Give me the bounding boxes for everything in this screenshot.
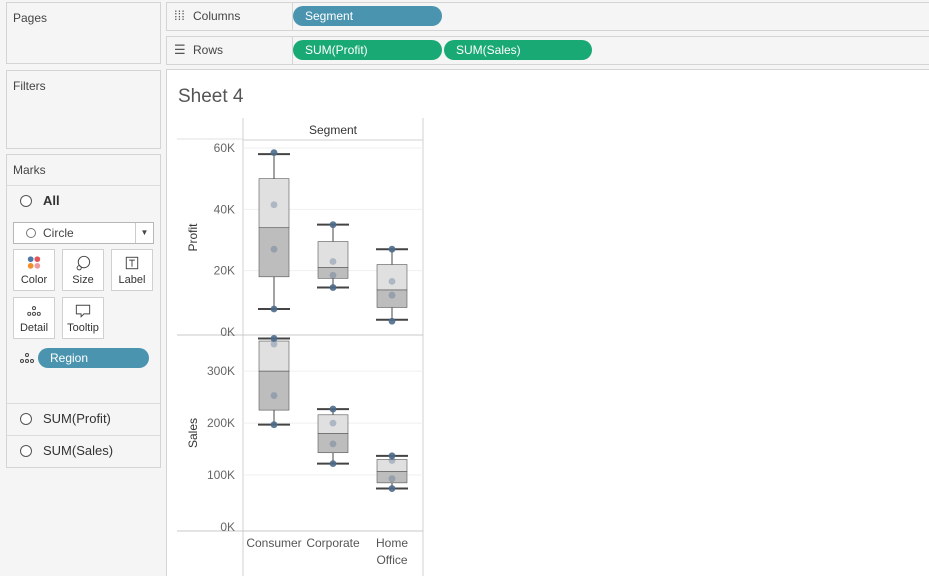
detail-button[interactable]: Detail	[13, 297, 55, 339]
marks-all-row[interactable]: All	[7, 185, 160, 217]
box-lower-half	[258, 227, 290, 278]
box-lower-half	[317, 267, 349, 279]
x-tick-label: Home	[376, 536, 408, 550]
y-axis-title: Profit	[186, 223, 200, 252]
filters-card-title: Filters	[13, 79, 46, 93]
y-tick-label: 40K	[214, 202, 235, 216]
label-button-label: Label	[118, 274, 146, 286]
size-icon	[76, 255, 91, 271]
box-lower-half	[376, 289, 408, 308]
y-tick-label: 0K	[220, 520, 235, 534]
data-point	[388, 485, 396, 492]
label-icon	[125, 256, 139, 270]
data-point	[329, 405, 337, 413]
sheet-title: Sheet 4	[178, 86, 244, 107]
y-tick-label: 100K	[207, 468, 235, 482]
rows-shelf-divider	[292, 37, 293, 64]
label-button[interactable]: Label	[111, 249, 153, 291]
data-point	[388, 457, 396, 464]
size-button[interactable]: Size	[62, 249, 104, 291]
data-point	[270, 340, 278, 348]
pages-card-title: Pages	[13, 11, 48, 25]
marks-all-label: All	[43, 193, 60, 208]
color-button-label: Color	[20, 274, 48, 286]
box-lower-half	[376, 471, 408, 484]
data-point	[388, 452, 396, 460]
box-lower-half	[317, 433, 349, 454]
tooltip-button[interactable]: Tooltip	[62, 297, 104, 339]
detail-button-label: Detail	[19, 322, 49, 334]
data-point	[388, 317, 396, 325]
rows-shelf-label: Rows	[193, 43, 224, 57]
boxplot-chart[interactable]: Segment 0K 20K 40K 60K Profit 0K 100K 200K 300K Sa…	[167, 70, 929, 576]
data-point	[388, 278, 396, 285]
box-lower-half	[258, 370, 290, 411]
region-detail-pill[interactable]: Region	[38, 348, 149, 368]
color-icon	[27, 256, 41, 269]
marks-card: Marks All Circle ▼ Color Size Label D	[6, 154, 161, 468]
detail-icon	[27, 306, 41, 316]
box-upper-half	[258, 178, 290, 229]
tooltip-icon	[75, 304, 91, 318]
y-axis-title: Sales	[186, 418, 200, 448]
rows-icon: ☰	[174, 42, 186, 57]
data-point	[388, 475, 396, 483]
marks-profit-label: SUM(Profit)	[43, 411, 111, 426]
data-point	[388, 291, 396, 299]
size-button-label: Size	[72, 274, 94, 286]
data-point	[329, 258, 337, 265]
mark-type-label: Circle	[43, 226, 74, 240]
data-point	[270, 245, 278, 253]
box-upper-half	[258, 340, 290, 372]
color-button[interactable]: Color	[13, 249, 55, 291]
data-point	[270, 392, 278, 399]
box-upper-half	[317, 241, 349, 268]
rows-shelf[interactable]: ☰ Rows SUM(Profit) SUM(Sales)	[166, 36, 929, 65]
tooltip-button-label: Tooltip	[67, 322, 99, 334]
data-point	[329, 460, 337, 468]
detail-field-icon	[20, 353, 34, 363]
y-tick-label: 20K	[214, 264, 235, 278]
segment-column-pill[interactable]: Segment	[293, 6, 442, 26]
worksheet-canvas[interactable]: Sheet 4 Segment 0K 20K 40K 60K Profit 0K 100K 20…	[166, 69, 929, 576]
data-point	[388, 245, 396, 253]
marks-card-title: Marks	[13, 163, 46, 177]
data-point	[329, 440, 337, 448]
filters-card[interactable]: Filters	[6, 70, 161, 149]
box-upper-half	[376, 264, 408, 291]
columns-shelf-label: Columns	[193, 9, 241, 23]
x-tick-label: Corporate	[306, 536, 360, 550]
x-tick-label: Office	[376, 553, 407, 567]
columns-shelf-divider	[292, 3, 293, 30]
marks-sales-radio-icon[interactable]	[20, 445, 32, 457]
marks-profit-row[interactable]: SUM(Profit)	[7, 403, 160, 435]
data-point	[329, 271, 337, 279]
mark-type-dropdown[interactable]: Circle ▼	[13, 222, 154, 244]
y-tick-label: 0K	[220, 325, 235, 339]
data-point	[270, 201, 278, 209]
column-header-segment: Segment	[309, 123, 358, 137]
data-point	[270, 149, 278, 156]
data-point	[270, 335, 278, 342]
data-point	[329, 221, 337, 229]
marks-sales-row[interactable]: SUM(Sales)	[7, 435, 160, 467]
marks-all-radio-icon[interactable]	[20, 195, 32, 207]
columns-icon: ⁞⁞⁞	[174, 8, 185, 23]
pages-card[interactable]: Pages	[6, 2, 161, 64]
sales-row-pill[interactable]: SUM(Sales)	[444, 40, 592, 60]
data-point	[329, 419, 337, 427]
data-point	[270, 421, 278, 429]
y-tick-label: 60K	[214, 141, 235, 155]
chevron-down-icon[interactable]: ▼	[135, 223, 153, 243]
columns-shelf[interactable]: ⁞⁞⁞ Columns Segment	[166, 2, 929, 31]
x-tick-label: Consumer	[246, 536, 301, 550]
y-tick-label: 300K	[207, 364, 235, 378]
y-tick-label: 200K	[207, 416, 235, 430]
data-point	[270, 305, 278, 313]
marks-sales-label: SUM(Sales)	[43, 443, 114, 458]
profit-row-pill[interactable]: SUM(Profit)	[293, 40, 442, 60]
circle-mark-icon	[26, 228, 36, 238]
marks-profit-radio-icon[interactable]	[20, 413, 32, 425]
data-point	[329, 284, 337, 291]
